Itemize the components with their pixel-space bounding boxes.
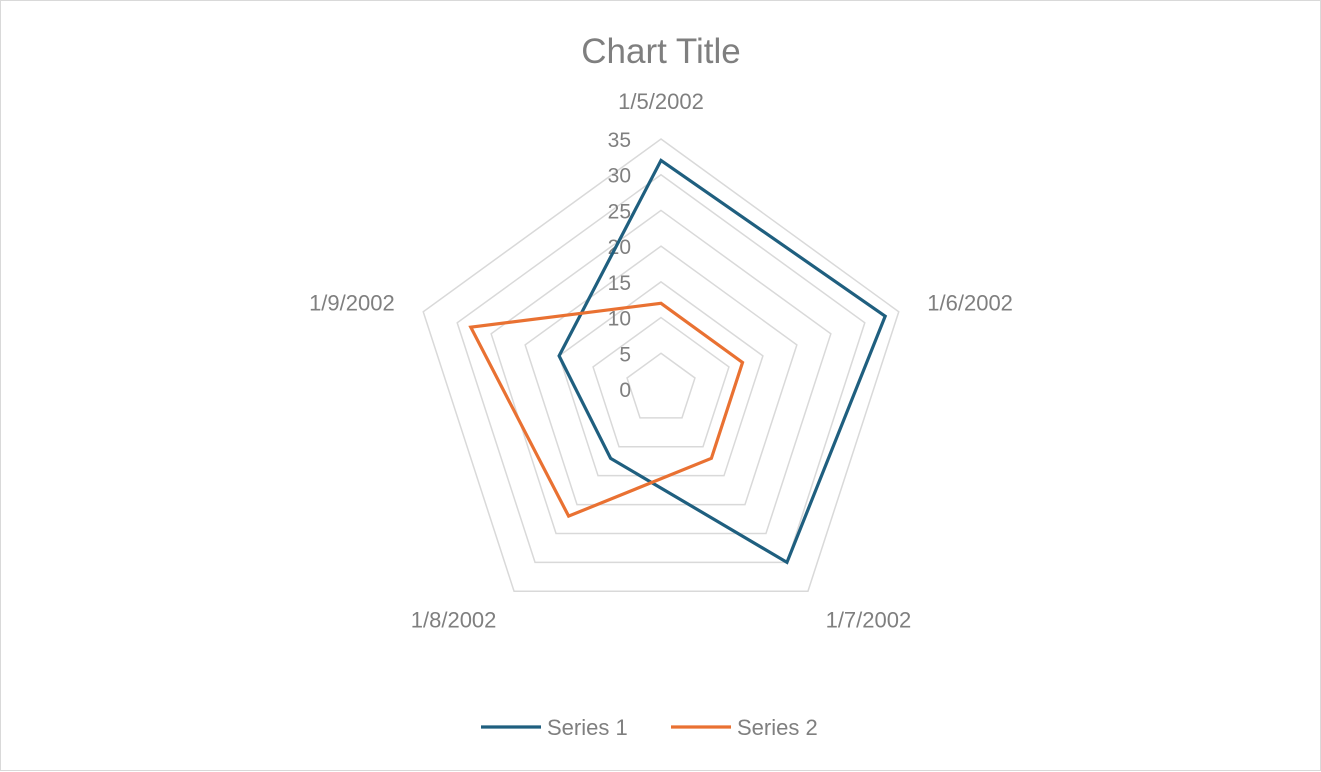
grid-ring	[456, 173, 866, 564]
category-label: 1/8/2002	[411, 608, 497, 633]
grid-ring	[422, 138, 900, 593]
legend-label: Series 2	[737, 715, 818, 740]
axis-tick-label: 10	[608, 308, 631, 331]
category-label: 1/5/2002	[618, 89, 704, 114]
series-line-2	[468, 301, 745, 519]
legend-item-series-1[interactable]: Series 1	[481, 715, 628, 740]
grid-ring	[626, 352, 696, 419]
grid-ring	[558, 280, 764, 477]
series-line-1	[557, 158, 888, 565]
axis-tick-label: 15	[608, 272, 631, 295]
axis-tick-label: 30	[608, 165, 631, 188]
category-label: 1/9/2002	[309, 290, 395, 315]
grid-ring	[592, 316, 730, 448]
series-lines	[468, 158, 888, 565]
axis-tick-label: 0	[619, 379, 631, 402]
grid-ring	[490, 209, 832, 535]
legend-item-series-2[interactable]: Series 2	[671, 715, 818, 740]
legend-label: Series 1	[547, 715, 628, 740]
axis-tick-label: 35	[608, 129, 631, 152]
axis-tick-label: 5	[619, 343, 631, 366]
chart-title: Chart Title	[581, 32, 741, 71]
category-labels: 1/5/2002 1/6/2002 1/7/2002 1/8/2002 1/9/2002	[309, 89, 1013, 633]
grid-ring	[524, 245, 798, 506]
category-label: 1/6/2002	[927, 290, 1013, 315]
axis-tick-label: 25	[608, 200, 631, 223]
category-label: 1/7/2002	[826, 608, 912, 633]
legend: Series 1 Series 2	[481, 715, 818, 740]
grid	[422, 138, 900, 593]
